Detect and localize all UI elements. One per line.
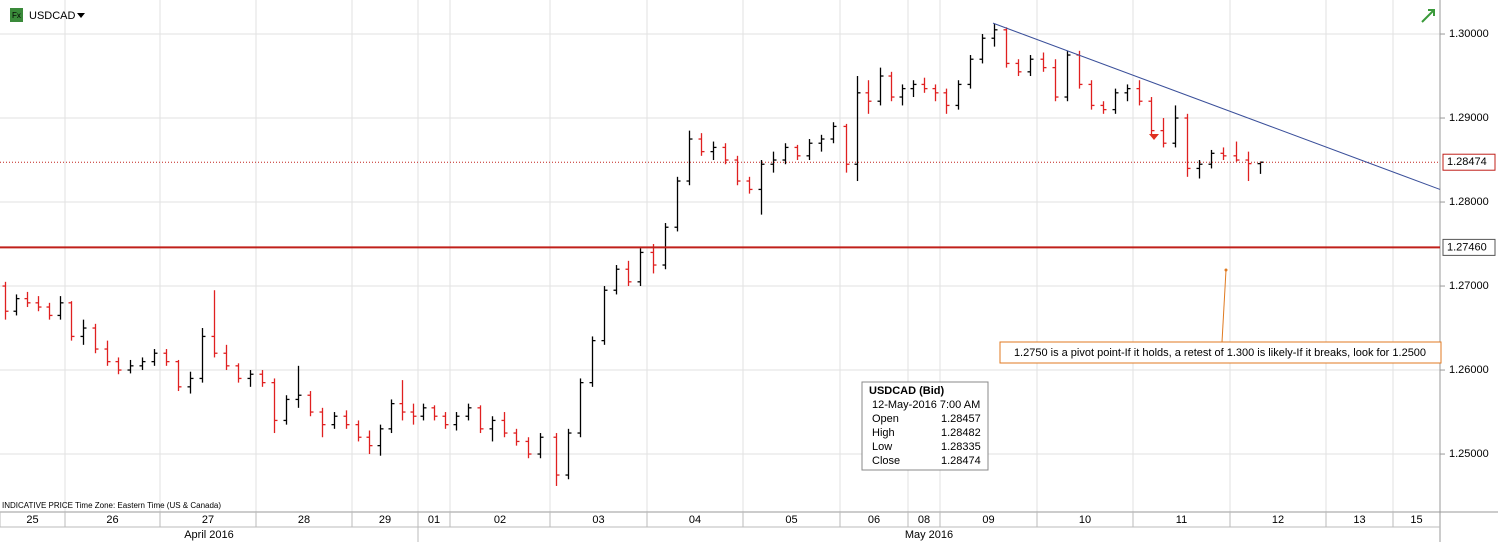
x-tick-label: 05 (785, 514, 797, 526)
x-tick-label: 26 (106, 514, 118, 526)
y-tick-label: 1.26000 (1449, 364, 1489, 376)
month-label: April 2016 (184, 529, 234, 541)
annotation-box (999, 341, 1442, 364)
tooltip-title: USDCAD (Bid) (869, 385, 944, 397)
x-tick-label: 03 (592, 514, 604, 526)
annotation-connector (1221, 269, 1227, 343)
tooltip-value: 1.28335 (941, 441, 981, 453)
x-tick-label: 08 (918, 514, 930, 526)
tooltip-label: High (872, 427, 895, 439)
trendline (992, 22, 1441, 190)
tooltip-value: 1.28474 (941, 455, 981, 467)
x-tick-label: 15 (1410, 514, 1422, 526)
tooltip-label: Open (872, 413, 899, 425)
x-tick-label: 25 (26, 514, 38, 526)
annotation-anchor (1224, 268, 1228, 272)
price-tag (1442, 153, 1496, 171)
symbol-icon-text: Fx (12, 11, 21, 20)
dropdown-arrow[interactable] (77, 13, 85, 18)
last-price-label: 1.28474 (1447, 156, 1487, 168)
x-tick-label: 11 (1176, 514, 1187, 526)
month-label: May 2016 (905, 529, 953, 541)
x-tick-label: 12 (1272, 514, 1284, 526)
status-icon (1421, 9, 1435, 23)
tooltip-value: 1.28482 (941, 427, 981, 439)
chart-title[interactable]: USDCAD (29, 10, 76, 22)
price-tag (1442, 238, 1496, 256)
x-tick-label: 09 (982, 514, 994, 526)
footer: INDICATIVE PRICE Time Zone: Eastern Time… (2, 501, 221, 510)
plot (2, 23, 1264, 486)
marker (1149, 134, 1159, 140)
x-tick-label: 10 (1079, 514, 1091, 526)
y-tick-label: 1.28000 (1449, 196, 1489, 208)
y-tick-label: 1.27000 (1449, 280, 1489, 292)
x-tick-label: 01 (428, 514, 440, 526)
tooltip-date: 12-May-2016 7:00 AM (872, 399, 980, 411)
grid (0, 0, 1440, 512)
annotation-text: 1.2750 is a pivot point-If it holds, a r… (1014, 347, 1426, 359)
y-tick-label: 1.29000 (1449, 112, 1489, 124)
tooltip-box (861, 381, 989, 471)
x-tick-label: 06 (868, 514, 880, 526)
x-tick-label: 29 (379, 514, 391, 526)
tooltip-label: Low (872, 441, 892, 453)
x-tick-label: 27 (202, 514, 214, 526)
symbol-icon (10, 8, 23, 22)
x-tick-label: 02 (494, 514, 506, 526)
tooltip-label: Close (872, 455, 900, 467)
x-tick-label: 28 (298, 514, 310, 526)
x-tick-label: 13 (1353, 514, 1365, 526)
y-tick-label: 1.25000 (1449, 448, 1489, 460)
y-tick-label: 1.30000 (1449, 28, 1489, 40)
x-tick-label: 04 (689, 514, 701, 526)
tooltip-value: 1.28457 (941, 413, 981, 425)
support-label: 1.27460 (1447, 241, 1487, 253)
